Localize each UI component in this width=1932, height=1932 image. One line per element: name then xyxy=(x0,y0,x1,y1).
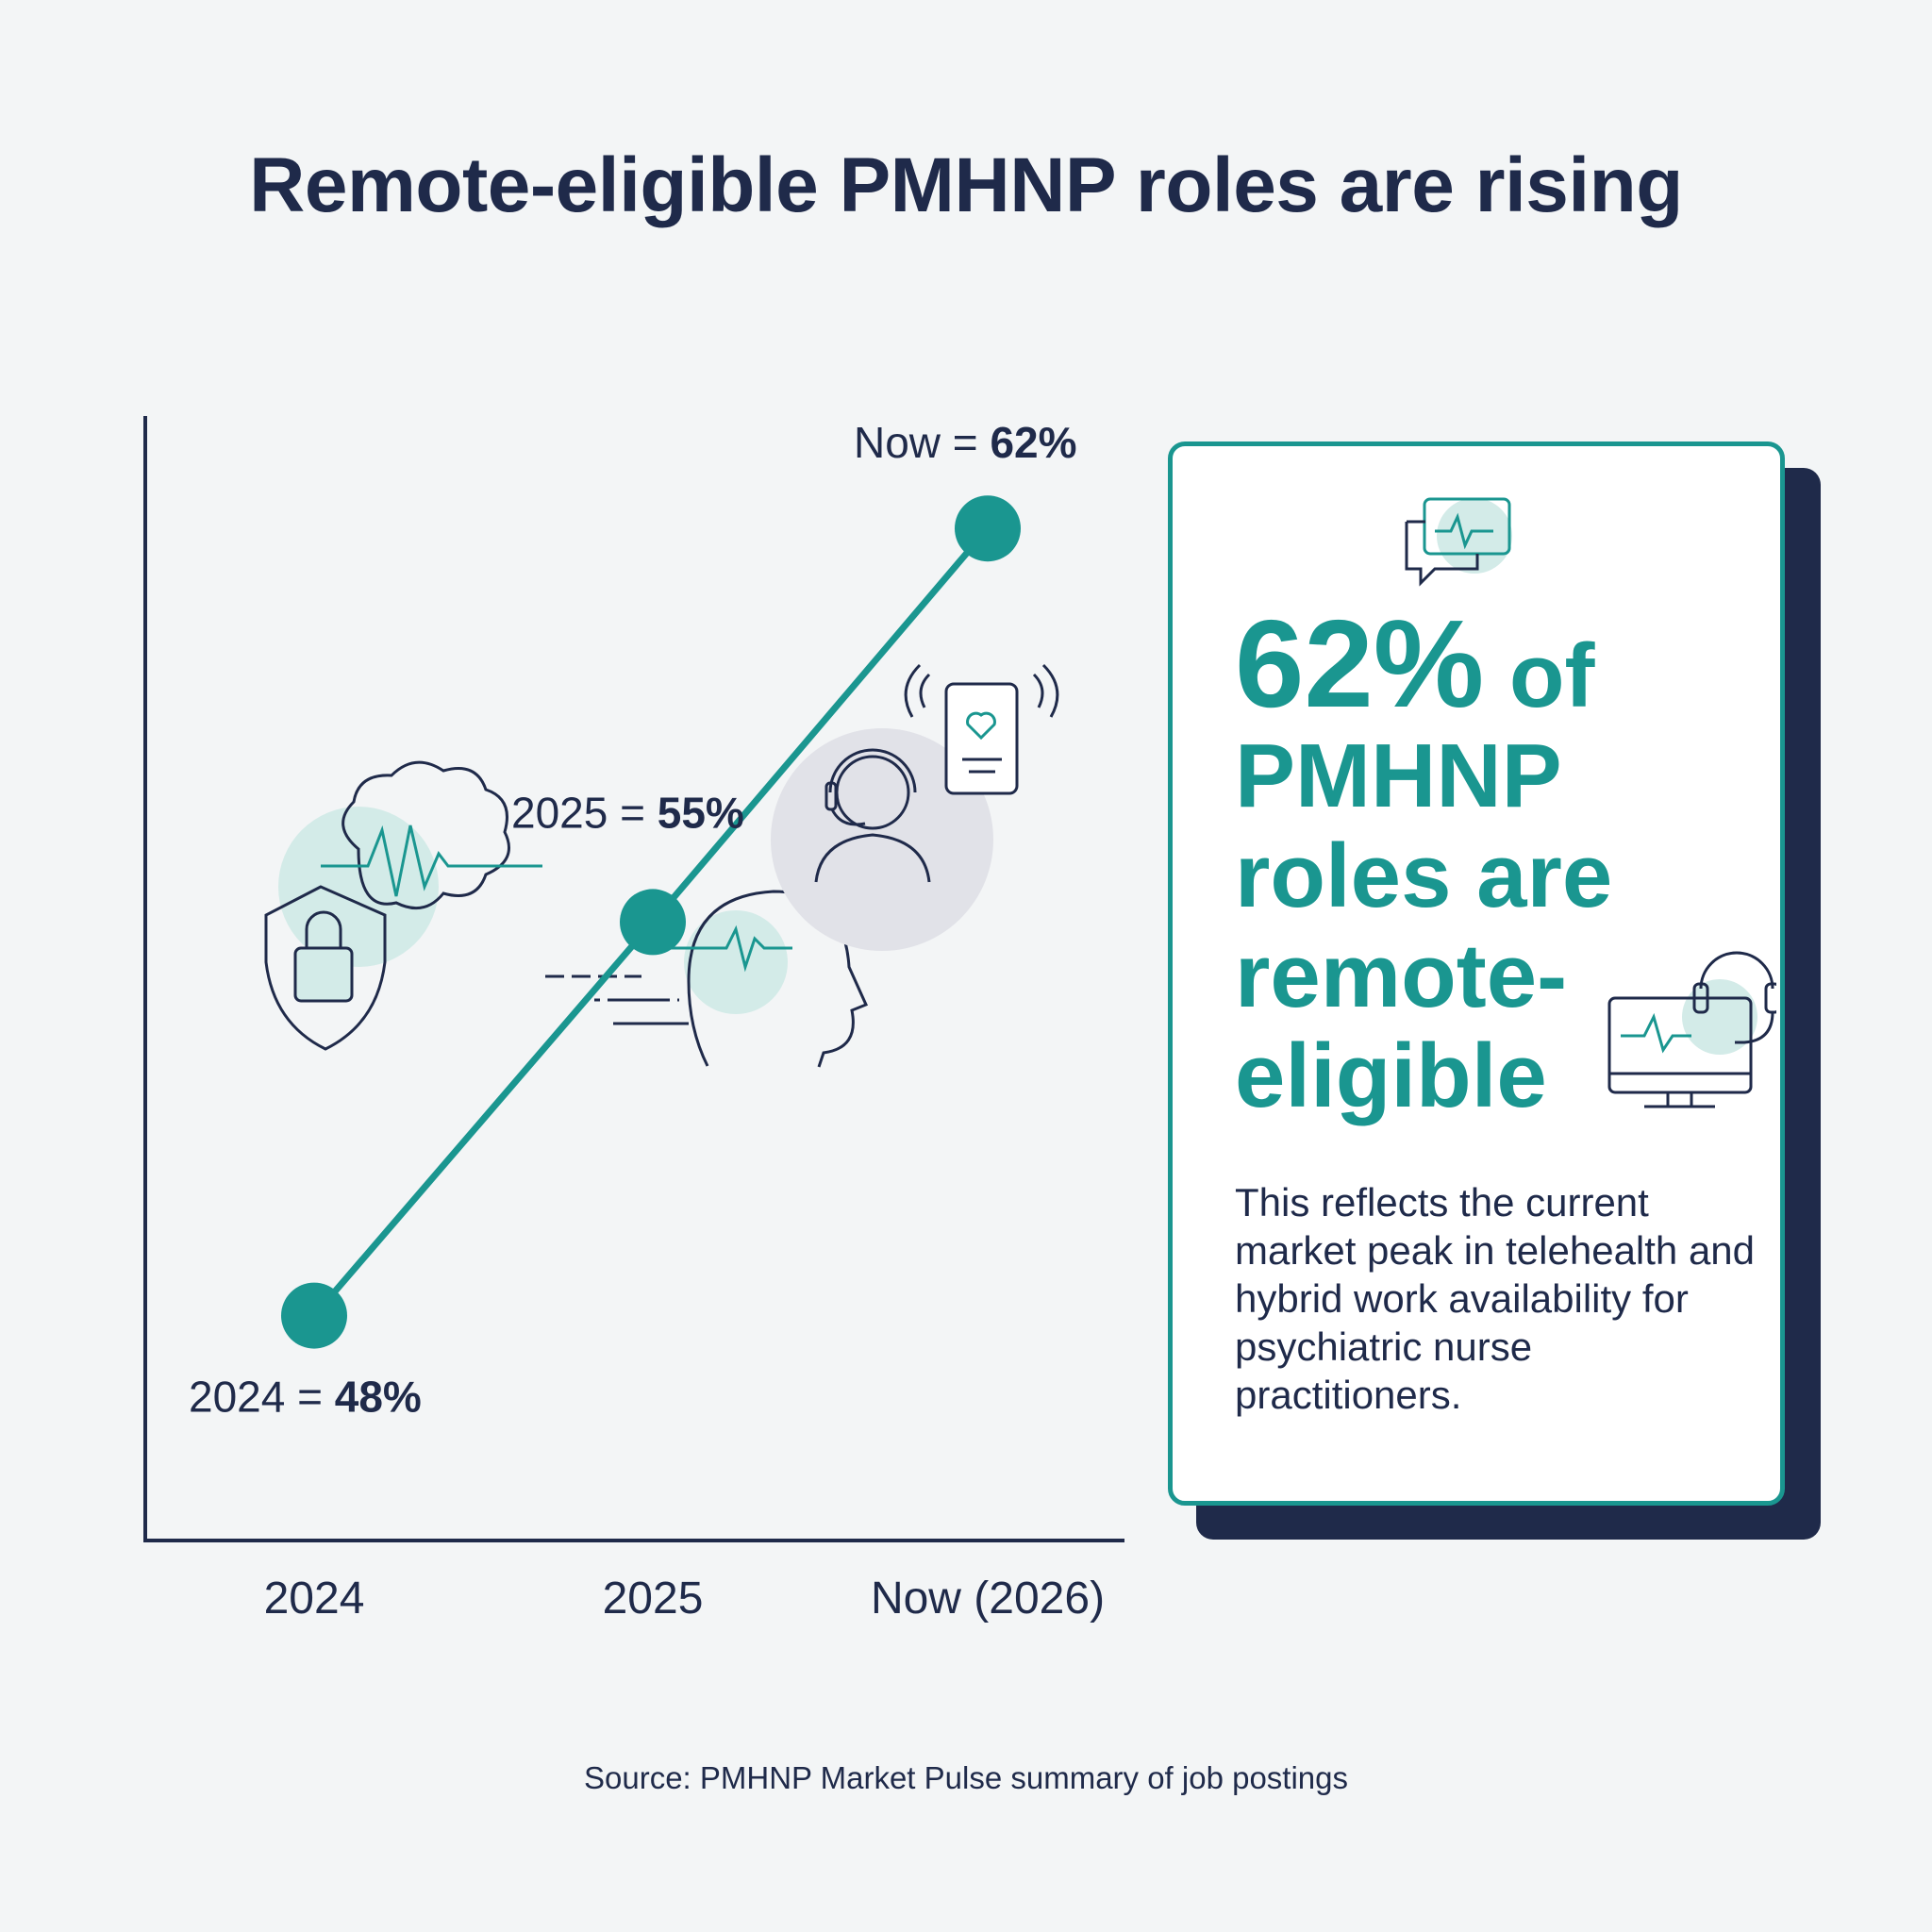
monitor-headset-icon xyxy=(1607,951,1776,1108)
data-label: 2024 = 48% xyxy=(189,1373,422,1422)
head-heartbeat-icon xyxy=(545,890,869,1068)
shield-lock-icon xyxy=(264,807,439,1051)
headline-percent: 62% xyxy=(1235,594,1485,733)
data-point-2024 xyxy=(281,1282,347,1349)
series-line-segment xyxy=(650,525,991,924)
support-agent-icon xyxy=(771,728,993,951)
phone-heart-icon xyxy=(904,663,1059,795)
data-label: Now = 62% xyxy=(854,418,1077,467)
series-line-segment xyxy=(311,920,656,1318)
data-label: 2025 = 55% xyxy=(511,788,744,837)
data-point-2025 xyxy=(620,889,686,956)
headline-text: of PMHNP roles are remote-eligible xyxy=(1235,625,1613,1126)
x-tick-label: Now (2026) xyxy=(871,1574,1105,1624)
highlight-card: 62% of PMHNP roles are remote-eligible T… xyxy=(1168,441,1785,1506)
source-note: Source: PMHNP Market Pulse summary of jo… xyxy=(583,1760,1349,1795)
x-tick-label: 2025 xyxy=(603,1574,704,1624)
brain-heartbeat-icon xyxy=(321,760,542,910)
page-title: Remote-eligible PMHNP roles are rising xyxy=(249,142,1683,228)
data-point-now-2026- xyxy=(955,495,1021,562)
x-tick-label: 2024 xyxy=(264,1574,365,1624)
card-headline: 62% of PMHNP roles are remote-eligible xyxy=(1235,602,1763,1126)
chat-heartbeat-icon xyxy=(1405,497,1512,587)
card-body: This reflects the current market peak in… xyxy=(1235,1180,1756,1417)
